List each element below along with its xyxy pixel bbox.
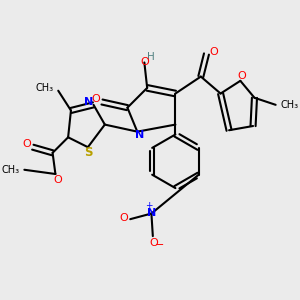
Text: O: O xyxy=(23,140,32,149)
Text: O: O xyxy=(150,238,159,248)
Text: O: O xyxy=(92,94,100,104)
Text: +: + xyxy=(145,201,152,210)
Text: O: O xyxy=(237,71,246,81)
Text: O: O xyxy=(141,58,150,68)
Text: N: N xyxy=(147,208,156,218)
Text: S: S xyxy=(84,146,92,159)
Text: O: O xyxy=(209,47,218,57)
Text: O: O xyxy=(53,175,62,184)
Text: N: N xyxy=(84,97,93,107)
Text: H: H xyxy=(147,52,154,62)
Text: CH₃: CH₃ xyxy=(36,83,54,93)
Text: CH₃: CH₃ xyxy=(281,100,299,110)
Text: −: − xyxy=(155,240,165,250)
Text: O: O xyxy=(120,213,128,223)
Text: N: N xyxy=(136,130,145,140)
Text: CH₃: CH₃ xyxy=(1,165,19,175)
